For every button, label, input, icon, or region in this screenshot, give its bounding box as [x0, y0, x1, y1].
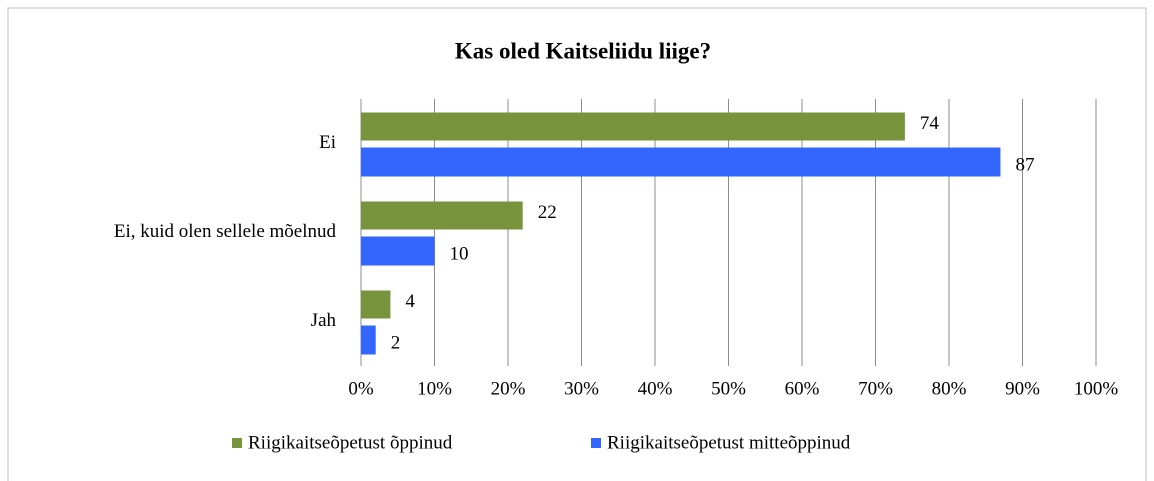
x-tick-label: 10%	[417, 378, 452, 399]
x-tick-label: 100%	[1074, 378, 1119, 399]
x-tick-label: 50%	[711, 378, 746, 399]
y-tick-label: Ei	[319, 132, 336, 153]
bar	[361, 236, 435, 266]
x-tick-label: 30%	[564, 378, 599, 399]
data-label: 2	[391, 332, 401, 353]
legend-swatch	[591, 438, 601, 448]
chart-border	[7, 7, 1147, 481]
data-label: 10	[450, 243, 469, 264]
bar	[361, 201, 523, 230]
y-tick-label: Jah	[311, 310, 337, 331]
x-tick-label: 80%	[932, 378, 967, 399]
x-tick-label: 90%	[1005, 378, 1040, 399]
bar	[361, 112, 905, 141]
legend-swatch	[232, 438, 242, 448]
x-tick-label: 0%	[348, 378, 374, 399]
data-label: 74	[920, 113, 940, 134]
x-tick-label: 40%	[638, 378, 673, 399]
data-label: 22	[538, 202, 557, 223]
data-label: 4	[405, 291, 415, 312]
x-tick-label: 70%	[858, 378, 893, 399]
x-tick-label: 20%	[491, 378, 526, 399]
x-tick-label: 60%	[785, 378, 820, 399]
bar	[361, 325, 376, 355]
data-label: 87	[1015, 154, 1034, 175]
chart-title: Kas oled Kaitseliidu liige?	[455, 38, 711, 63]
bar	[361, 290, 391, 319]
bar	[361, 147, 1001, 177]
legend-label: Riigikaitseõpetust õppinud	[248, 432, 453, 453]
legend-label: Riigikaitseõpetust mitteõppinud	[607, 432, 851, 453]
y-tick-label: Ei, kuid olen sellele mõelnud	[114, 221, 337, 242]
